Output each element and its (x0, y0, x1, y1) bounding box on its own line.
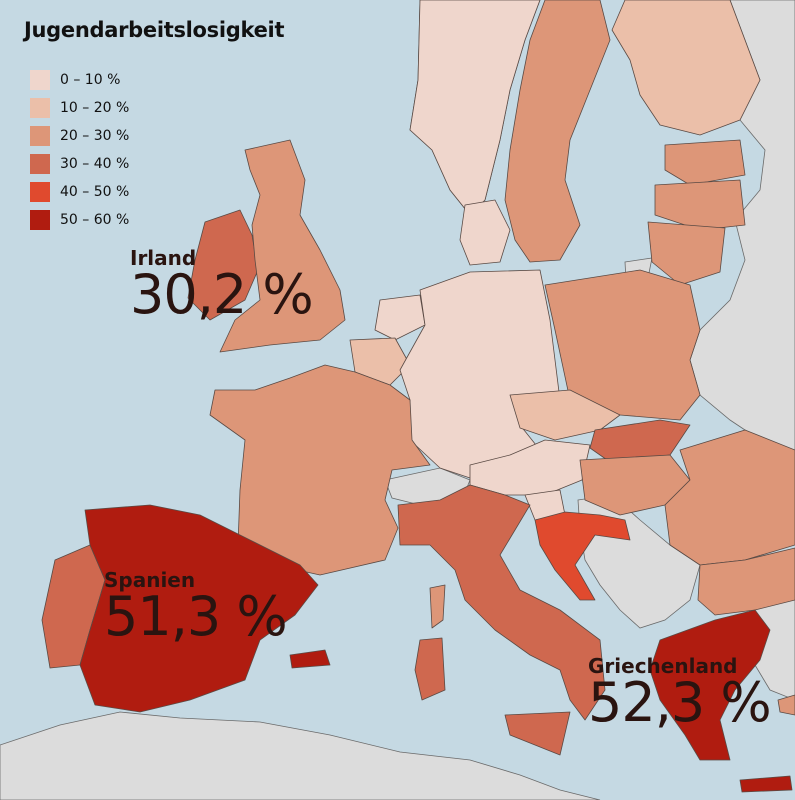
country-balearic-islands (289, 649, 331, 669)
country-france (209, 364, 431, 576)
legend-swatch (30, 98, 50, 118)
legend-swatch (30, 154, 50, 174)
legend-item: 30 – 40 % (30, 150, 129, 178)
country-italy (397, 484, 606, 721)
north-africa (0, 711, 601, 800)
callout-spanien: Spanien 51,3 % (104, 568, 288, 648)
country-croatia (534, 511, 631, 601)
legend-label: 20 – 30 % (60, 128, 130, 144)
legend-label: 40 – 50 % (60, 184, 130, 200)
country-finland (611, 0, 761, 136)
country-crete (739, 775, 793, 793)
callout-irland-name: Irland (130, 246, 197, 270)
country-spain (79, 504, 319, 713)
callout-griechenland-name: Griechenland (588, 654, 738, 678)
legend-item: 50 – 60 % (30, 206, 129, 234)
legend-label: 50 – 60 % (60, 212, 130, 228)
country-sicily (504, 711, 571, 756)
legend-label: 0 – 10 % (60, 72, 121, 88)
callout-griechenland-value: 52,3 % (588, 671, 772, 734)
legend-item: 40 – 50 % (30, 178, 129, 206)
country-cyprus (777, 694, 795, 716)
country-estonia (664, 139, 746, 186)
callout-irland: Irland 30,2 % (130, 246, 314, 326)
country-corsica (429, 584, 446, 629)
callout-irland-value: 30,2 % (130, 263, 314, 326)
legend: 0 – 10 % 10 – 20 % 20 – 30 % 30 – 40 % 40 – … (30, 66, 129, 234)
callout-spanien-value: 51,3 % (104, 585, 288, 648)
legend-swatch (30, 70, 50, 90)
country-poland (544, 269, 701, 421)
country-denmark (459, 199, 511, 266)
callout-spanien-name: Spanien (104, 568, 196, 592)
legend-swatch (30, 126, 50, 146)
country-sweden (504, 0, 611, 263)
legend-item: 10 – 20 % (30, 94, 129, 122)
country-belgium (349, 337, 411, 386)
callout-griechenland: Griechenland 52,3 % (588, 654, 772, 734)
country-lithuania (647, 221, 726, 286)
country-greece (649, 609, 771, 761)
country-sardinia (414, 637, 446, 701)
legend-label: 10 – 20 % (60, 100, 130, 116)
country-romania (664, 429, 795, 566)
legend-swatch (30, 210, 50, 230)
country-bulgaria (697, 547, 795, 616)
legend-item: 20 – 30 % (30, 122, 129, 150)
legend-swatch (30, 182, 50, 202)
country-uk (219, 139, 346, 353)
country-netherlands (374, 294, 426, 341)
legend-label: 30 – 40 % (60, 156, 130, 172)
map-title: Jugendarbeitslosigkeit (24, 18, 285, 42)
country-ireland (187, 209, 259, 321)
legend-item: 0 – 10 % (30, 66, 129, 94)
